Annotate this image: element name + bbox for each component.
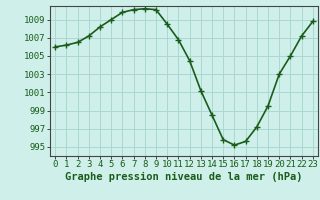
X-axis label: Graphe pression niveau de la mer (hPa): Graphe pression niveau de la mer (hPa) (65, 172, 303, 182)
